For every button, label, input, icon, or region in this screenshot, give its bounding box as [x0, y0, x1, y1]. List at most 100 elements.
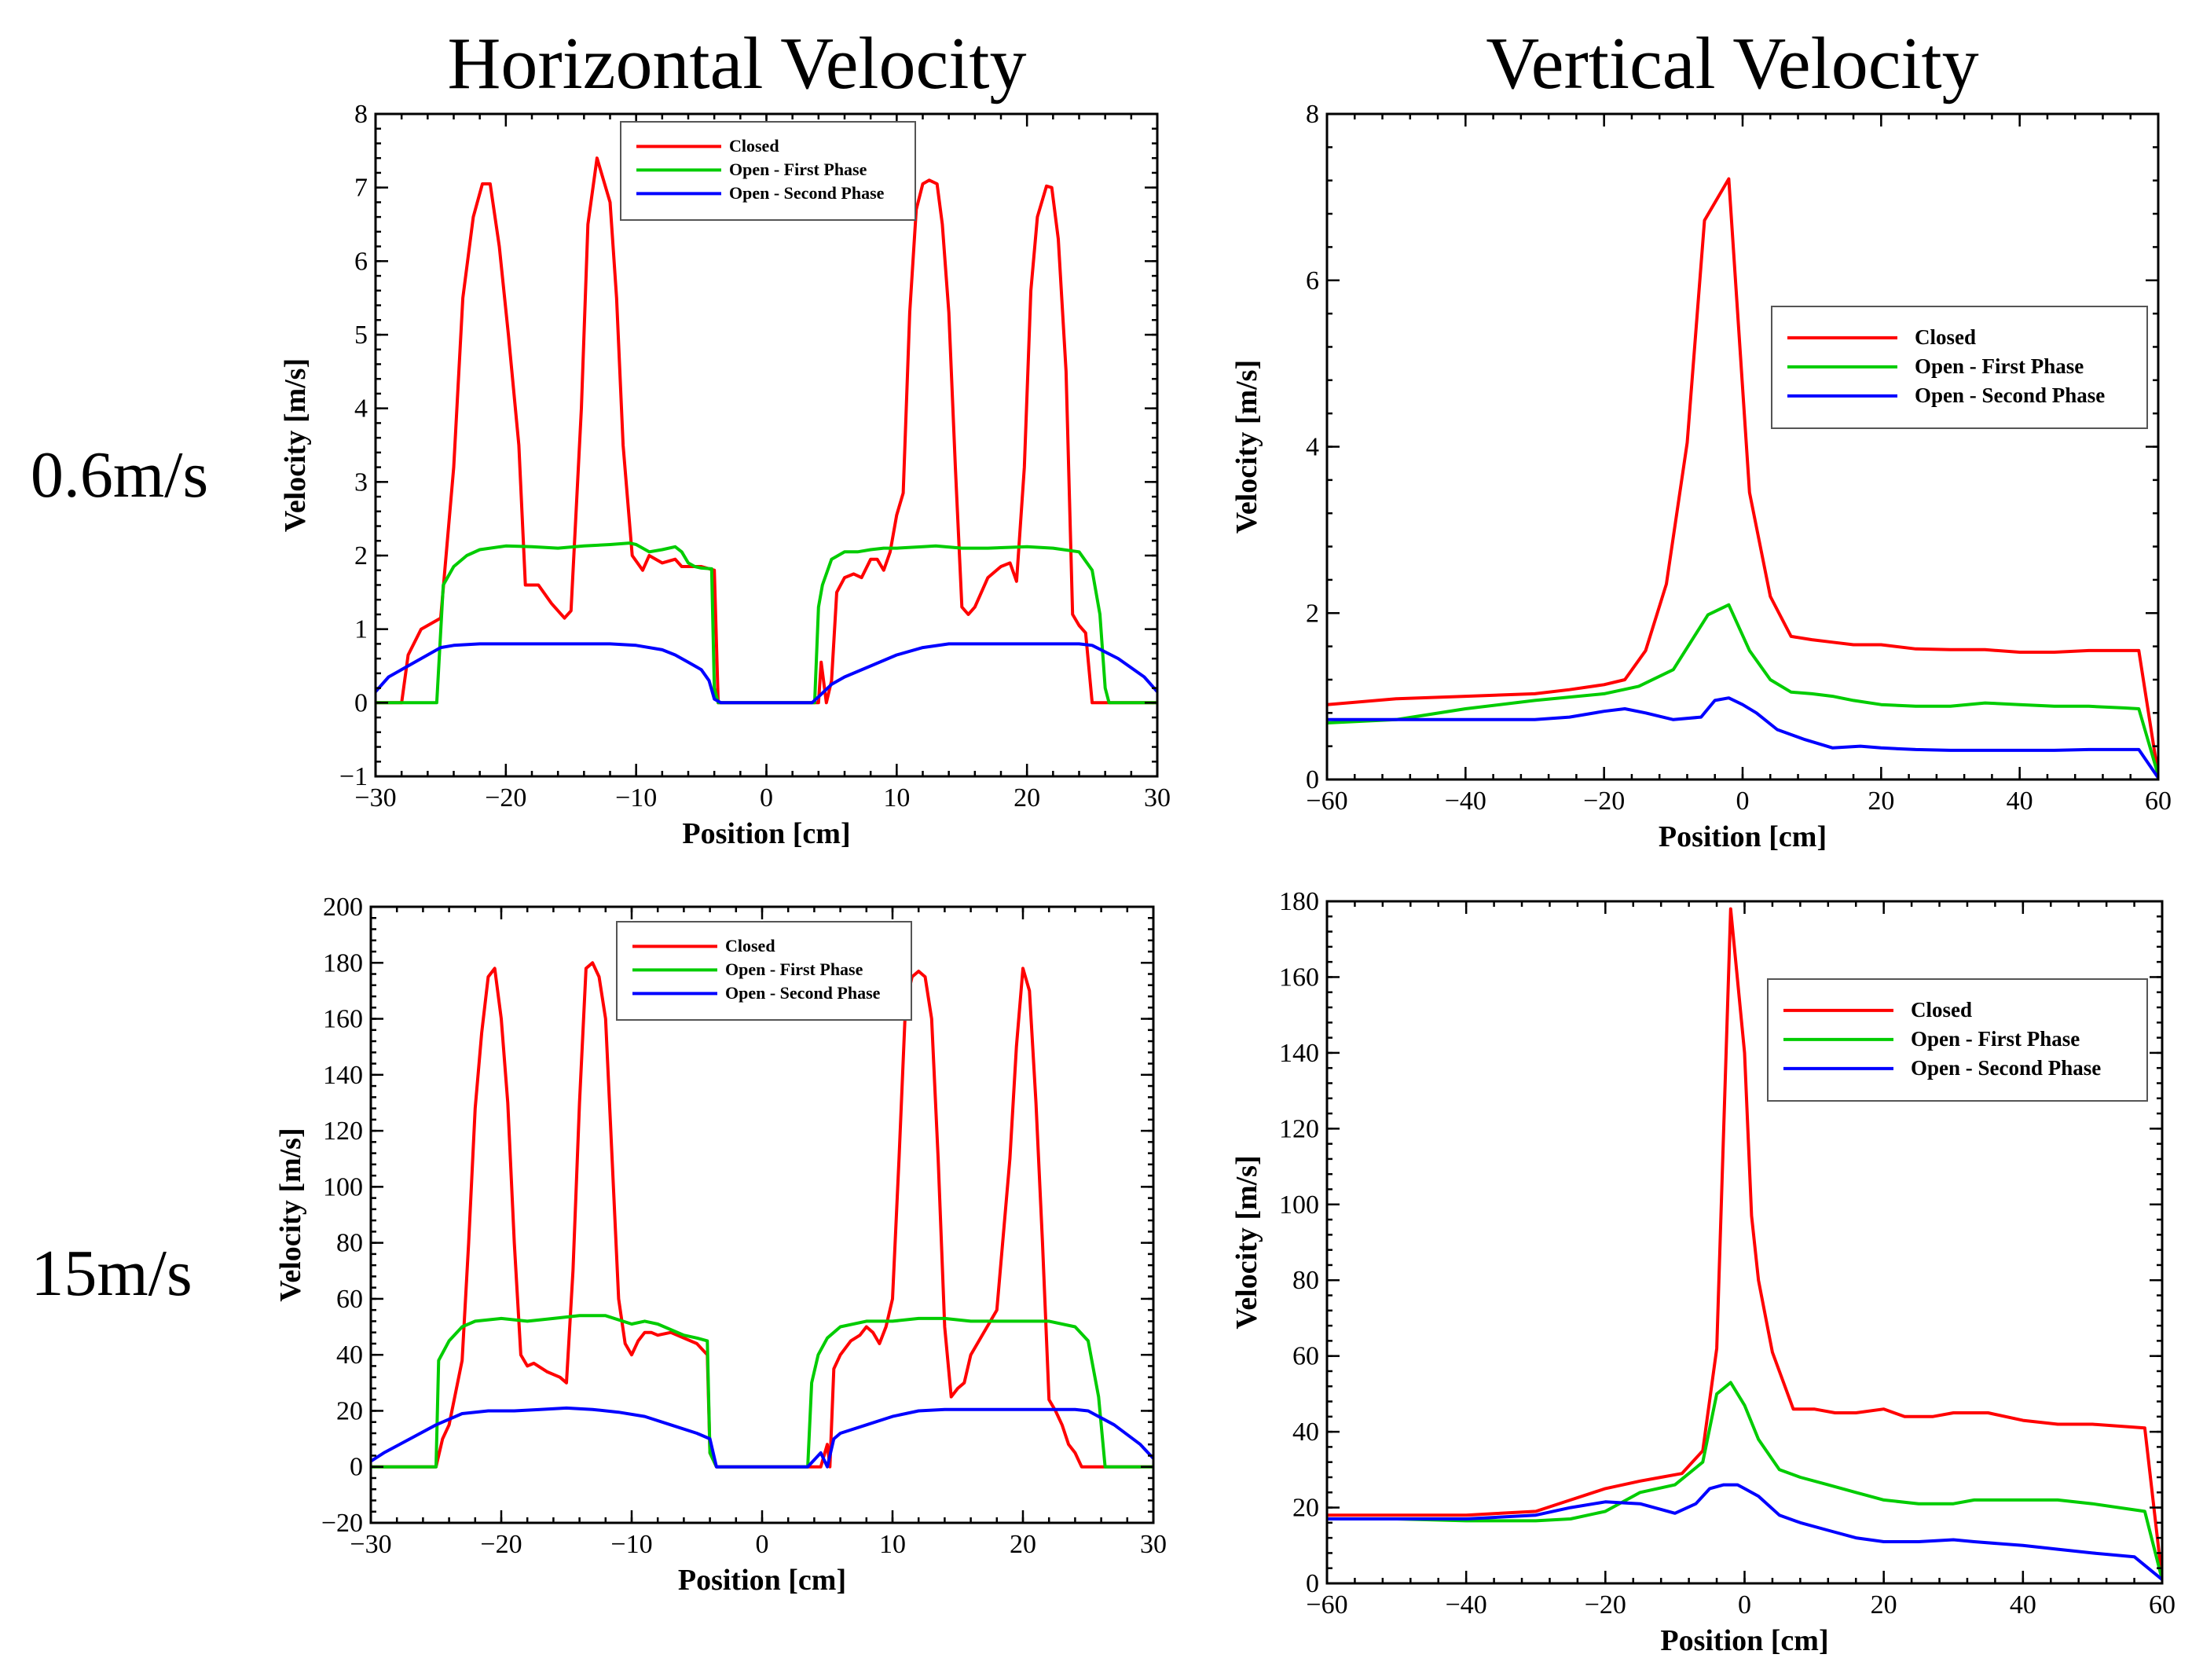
x-tick-label: 20	[1010, 1530, 1036, 1559]
legend-entry: Open - First Phase	[1911, 1027, 2080, 1051]
y-tick-label: 140	[1279, 1039, 1319, 1068]
y-tick-label: 8	[354, 100, 368, 129]
row-label-slow: 0.6m/s	[31, 438, 208, 512]
x-tick-label: −20	[480, 1530, 522, 1559]
x-tick-label: 10	[879, 1530, 906, 1559]
series-line-open-first-phase	[1327, 603, 2158, 777]
legend-box	[620, 121, 916, 221]
y-tick-label: 6	[354, 247, 368, 276]
series-line-open-first-phase	[1327, 1381, 2162, 1582]
x-tick-label: 10	[883, 783, 910, 812]
y-tick-label: 4	[1306, 433, 1319, 462]
legend-entry: Open - Second Phase	[729, 183, 885, 203]
series-line-open-first-phase	[376, 541, 1157, 705]
y-tick-label: 0	[350, 1453, 363, 1482]
y-tick-label: 40	[1292, 1418, 1319, 1447]
series-line-open-second-phase	[1327, 696, 2158, 779]
series-line-open-second-phase	[371, 1406, 1153, 1469]
y-tick-label: 120	[1279, 1114, 1319, 1143]
x-tick-label: −20	[485, 783, 526, 812]
legend: Closed Open - First Phase Open - Second Ph…	[616, 921, 912, 1021]
x-tick-label: 60	[2149, 1590, 2176, 1619]
column-title-vertical: Vertical Velocity	[1486, 23, 1978, 105]
legend-entry: Open - Second Phase	[1911, 1056, 2101, 1080]
y-tick-label: 8	[1306, 100, 1319, 129]
series-line-closed	[371, 961, 1153, 1469]
x-tick-label: 0	[1738, 1590, 1751, 1619]
y-axis-label: Velocity [m/s]	[1230, 360, 1263, 534]
x-tick-label: 0	[1736, 787, 1750, 816]
y-tick-label: 100	[323, 1172, 363, 1201]
series-line-open-second-phase	[1327, 1483, 2162, 1582]
y-tick-label: 20	[1292, 1494, 1319, 1523]
x-tick-label: −10	[610, 1530, 652, 1559]
y-axis-label: Velocity [m/s]	[274, 1128, 307, 1301]
x-axis-label: Position [cm]	[682, 817, 850, 850]
x-tick-label: −40	[1445, 787, 1486, 816]
y-tick-label: 20	[336, 1396, 363, 1425]
y-tick-label: 180	[323, 948, 363, 978]
legend-entry: Open - Second Phase	[725, 983, 881, 1003]
x-tick-label: 40	[2010, 1590, 2036, 1619]
chart-panel-bottom-left: −30 −20 −10 0 10 20 30−20020406080100120140160…	[274, 893, 1167, 1597]
plot-frame	[1325, 112, 2160, 781]
x-axis-label: Position [cm]	[1659, 820, 1827, 853]
y-tick-label: 160	[1279, 963, 1319, 992]
legend-entry: Closed	[1911, 998, 1972, 1022]
y-tick-label: 160	[323, 1005, 363, 1034]
legend: Closed Open - First Phase Open - Second Ph…	[1771, 306, 2148, 429]
legend: Closed Open - First Phase Open - Second Ph…	[620, 121, 916, 221]
y-tick-label: 0	[354, 688, 368, 717]
series-line-closed	[1327, 177, 2158, 777]
y-tick-label: 80	[336, 1229, 363, 1258]
series-line-closed	[1327, 907, 2162, 1582]
y-tick-label: 7	[354, 174, 368, 203]
x-axis-label: Position [cm]	[678, 1564, 846, 1597]
y-tick-label: 40	[336, 1341, 363, 1370]
legend-entry: Open - First Phase	[729, 160, 867, 179]
chart-panel-top-right: −60 −40 −20 0 20 40 60 0 2 4 6 8 Position [cm] Veloci…	[1230, 100, 2172, 853]
x-tick-label: −60	[1306, 1590, 1347, 1619]
y-tick-label: −20	[321, 1509, 363, 1538]
series-line-open-second-phase	[376, 642, 1157, 705]
x-tick-label: 60	[2145, 787, 2172, 816]
x-tick-label: 20	[1871, 1590, 1897, 1619]
column-title-horizontal: Horizontal Velocity	[447, 23, 1026, 105]
y-tick-label: 60	[1292, 1342, 1319, 1371]
x-tick-label: −30	[354, 783, 396, 812]
y-tick-label: 0	[1306, 1569, 1319, 1598]
y-tick-label: 1	[354, 615, 368, 644]
y-tick-label: 0	[1306, 765, 1319, 794]
x-tick-label: 30	[1140, 1530, 1167, 1559]
y-tick-label: 5	[354, 321, 368, 350]
y-tick-label: −1	[339, 762, 368, 791]
legend-entry: Closed	[725, 936, 775, 956]
y-tick-label: 60	[336, 1285, 363, 1314]
y-axis-label: Velocity [m/s]	[1230, 1155, 1263, 1329]
y-tick-label: 200	[323, 893, 363, 922]
legend-entry: Closed	[729, 136, 779, 156]
legend: Closed Open - First Phase Open - Second Ph…	[1767, 978, 2148, 1102]
x-tick-label: 20	[1868, 787, 1894, 816]
legend-entry: Open - Second Phase	[1915, 383, 2105, 407]
series-line-closed	[376, 156, 1157, 705]
x-tick-label: 0	[756, 1530, 769, 1559]
row-label-fast: 15m/s	[31, 1237, 192, 1310]
y-tick-label: 6	[1306, 266, 1319, 295]
x-tick-label: 30	[1144, 783, 1171, 812]
y-tick-label: 100	[1279, 1190, 1319, 1220]
x-tick-label: −60	[1306, 787, 1347, 816]
legend-entry: Open - First Phase	[1915, 354, 2084, 378]
y-tick-label: 2	[1306, 599, 1319, 628]
x-tick-label: 0	[760, 783, 773, 812]
y-tick-label: 80	[1292, 1266, 1319, 1295]
x-tick-label: −20	[1585, 1590, 1626, 1619]
chart-panel-bottom-right: −60 −40 −20 0 20 40 60 0 20 40 60 80 100 120 140 160 180…	[1230, 887, 2176, 1657]
y-tick-label: 3	[354, 468, 368, 497]
y-tick-label: 4	[354, 394, 368, 424]
legend-entry: Closed	[1915, 325, 1976, 349]
y-tick-label: 180	[1279, 887, 1319, 916]
